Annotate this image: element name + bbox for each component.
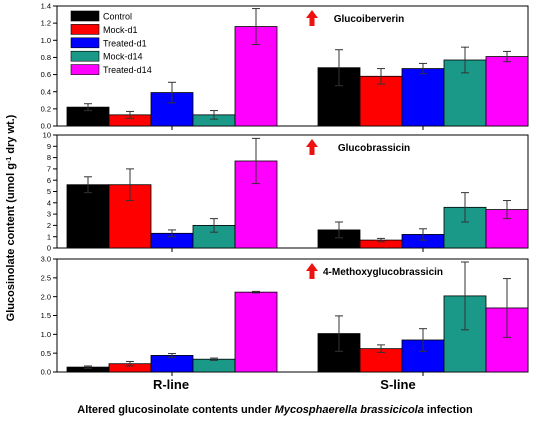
y-tick-label: 5 bbox=[47, 187, 51, 196]
y-tick-label: 1.5 bbox=[41, 311, 51, 320]
error-bar-treated-d14-s-line bbox=[503, 200, 511, 220]
legend-swatch-mock-d14 bbox=[70, 50, 100, 62]
panel-4-methoxyglucobrassicin: 0.0 0.5 1.0 1.5 2.0 2.5 3.0 4-Methoxyglucobrass… bbox=[41, 255, 529, 377]
y-tick-label: 1.0 bbox=[41, 330, 51, 339]
arrow-head bbox=[306, 139, 318, 147]
bar-treated-d14-s-line bbox=[485, 56, 529, 127]
y-tick-label: 9 bbox=[47, 142, 51, 151]
y-tick-label: 3 bbox=[47, 210, 51, 219]
error-bar-mock-d1-s-line bbox=[377, 344, 385, 353]
legend-label-mock-d1: Mock-d1 bbox=[103, 25, 138, 35]
xtick-label-s-line: S-line bbox=[380, 377, 415, 392]
up-arrow-icon bbox=[306, 10, 318, 26]
legend-label-mock-d14: Mock-d14 bbox=[103, 52, 143, 62]
arrow-shaft bbox=[309, 270, 315, 279]
error-bar-mock-d14-s-line bbox=[461, 261, 469, 331]
error-bar-mock-d1-r-line bbox=[126, 168, 134, 202]
error-bar-mock-d14-s-line bbox=[461, 192, 469, 223]
panel-glucobrassicin: 0 1 2 3 4 5 6 7 8 9 10 Glucobrassicin bbox=[43, 131, 529, 253]
legend-label-treated-d1: Treated-d1 bbox=[103, 38, 147, 48]
error-bar-treated-d14-r-line bbox=[252, 290, 260, 294]
y-tick-label: 0.2 bbox=[41, 104, 51, 113]
legend-swatch-treated-d14 bbox=[70, 64, 100, 75]
error-bar-mock-d1-r-line bbox=[126, 360, 134, 367]
error-bar-control-r-line bbox=[84, 176, 92, 194]
error-bar-control-r-line bbox=[84, 103, 92, 112]
panel-title: Glucobrassicin bbox=[338, 143, 410, 154]
chart-panels: 0.0 0.2 0.4 0.6 0.8 1.0 1.2 1.4 Glucoiberverin 0 1… bbox=[41, 2, 529, 377]
legend-swatch-treated-d1 bbox=[70, 37, 100, 49]
bar-mock-d14-r-line bbox=[192, 358, 236, 373]
error-bar-control-r-line bbox=[84, 365, 92, 369]
bar-mock-d1-s-line bbox=[359, 75, 403, 127]
error-bar-mock-d1-r-line bbox=[126, 110, 134, 119]
legend-swatch-control bbox=[70, 10, 100, 22]
y-tick-label: 0.5 bbox=[41, 349, 51, 358]
legend-label-control: Control bbox=[103, 12, 132, 22]
arrow-shaft bbox=[309, 146, 315, 155]
bar-treated-d14-r-line bbox=[234, 291, 278, 373]
bar-control-r-line bbox=[66, 184, 110, 249]
y-tick-label: 4 bbox=[47, 198, 51, 207]
y-tick-label: 0.0 bbox=[41, 368, 51, 377]
legend-swatch-mock-d1 bbox=[70, 24, 100, 35]
y-axis-label: Glucosinolate content (umol g-1 dry wt.) bbox=[5, 114, 17, 321]
y-tick-label: 1.0 bbox=[41, 36, 51, 45]
arrow-head bbox=[306, 10, 318, 18]
error-bar-control-s-line bbox=[335, 315, 343, 352]
up-arrow-icon bbox=[306, 139, 318, 155]
figure-caption: Altered glucosinolate contents under Myc… bbox=[77, 404, 473, 416]
xtick-label-r-line: R-line bbox=[153, 377, 189, 392]
error-bar-treated-d1-r-line bbox=[168, 229, 176, 238]
y-tick-label: 0.4 bbox=[41, 87, 51, 96]
y-tick-label: 10 bbox=[43, 131, 51, 140]
error-bar-treated-d1-s-line bbox=[419, 62, 427, 75]
y-tick-label: 3.0 bbox=[41, 255, 51, 264]
error-bar-control-s-line bbox=[335, 49, 343, 87]
arrow-head bbox=[306, 263, 318, 271]
y-tick-label: 6 bbox=[47, 176, 51, 185]
error-bar-treated-d14-s-line bbox=[503, 50, 511, 63]
y-tick-label: 0.0 bbox=[41, 122, 51, 131]
error-bar-treated-d14-r-line bbox=[252, 137, 260, 185]
y-tick-label: 1.2 bbox=[41, 19, 51, 28]
panel-glucoiberverin: 0.0 0.2 0.4 0.6 0.8 1.0 1.2 1.4 Glucoiberverin bbox=[41, 2, 529, 131]
y-tick-label: 1.4 bbox=[41, 2, 51, 11]
error-bar-mock-d14-s-line bbox=[461, 46, 469, 74]
y-tick-label: 2 bbox=[47, 221, 51, 230]
error-bar-mock-d14-r-line bbox=[210, 218, 218, 233]
error-bar-treated-d1-s-line bbox=[419, 328, 427, 352]
error-bar-treated-d14-r-line bbox=[252, 8, 260, 46]
error-bar-mock-d1-s-line bbox=[377, 68, 385, 85]
y-tick-label: 0.6 bbox=[41, 70, 51, 79]
y-tick-label: 7 bbox=[47, 165, 51, 174]
error-bar-treated-d1-r-line bbox=[168, 81, 176, 104]
legend: Control Mock-d1 Treated-d1 Mock-d14 Treated-… bbox=[70, 10, 152, 75]
y-tick-label: 1 bbox=[47, 232, 51, 241]
bar-treated-d1-r-line bbox=[150, 355, 194, 373]
error-bar-mock-d1-s-line bbox=[377, 237, 385, 243]
y-tick-label: 2.5 bbox=[41, 273, 51, 282]
legend-label-treated-d14: Treated-d14 bbox=[103, 65, 152, 75]
panel-title: 4-Methoxyglucobrassicin bbox=[323, 267, 443, 278]
error-bar-mock-d14-r-line bbox=[210, 110, 218, 120]
error-bar-treated-d1-s-line bbox=[419, 228, 427, 241]
y-tick-label: 0 bbox=[47, 244, 51, 253]
error-bar-mock-d14-r-line bbox=[210, 357, 218, 361]
y-tick-label: 2.0 bbox=[41, 292, 51, 301]
panel-title: Glucoiberverin bbox=[334, 14, 405, 25]
error-bar-treated-d1-r-line bbox=[168, 353, 176, 358]
up-arrow-icon bbox=[306, 263, 318, 279]
error-bar-treated-d14-s-line bbox=[503, 278, 511, 338]
bar-treated-d1-s-line bbox=[401, 68, 445, 127]
y-tick-label: 0.8 bbox=[41, 53, 51, 62]
error-bar-control-s-line bbox=[335, 221, 343, 239]
y-tick-label: 8 bbox=[47, 153, 51, 162]
arrow-shaft bbox=[309, 17, 315, 26]
